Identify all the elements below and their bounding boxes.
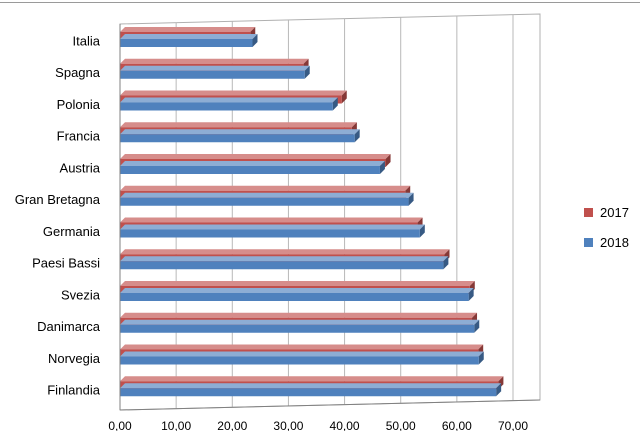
- bar-2018-finlandia: [120, 383, 502, 397]
- category-label: Svezia: [61, 287, 101, 302]
- x-axis-ticks: 0,00 10,00 20,00 30,00 40,00 50,00 60,00 70,00: [108, 419, 528, 431]
- bar-2018-norvegia: [120, 351, 484, 365]
- legend-label: 2017: [600, 205, 629, 220]
- x-tick-label: 40,00: [330, 419, 360, 431]
- category-label: Polonia: [57, 97, 101, 112]
- x-tick-label: 70,00: [498, 419, 528, 431]
- x-tick-label: 60,00: [442, 419, 472, 431]
- x-tick-label: 0,00: [108, 419, 132, 431]
- category-label: Italia: [73, 33, 101, 48]
- bar-2018-francia: [120, 129, 360, 143]
- category-label: Gran Bretagna: [15, 192, 101, 207]
- category-label: Paesi Bassi: [32, 256, 100, 271]
- x-tick-label: 50,00: [386, 419, 416, 431]
- bar-2018-paesi-bassi: [120, 256, 449, 270]
- gridlines: [175, 14, 514, 409]
- x-tick-label: 20,00: [217, 419, 247, 431]
- category-labels: Italia Spagna Polonia Francia Austria Gran Br…: [15, 33, 101, 397]
- category-label: Norvegia: [48, 351, 101, 366]
- legend-item-2017: 2017: [584, 205, 629, 220]
- category-label: Austria: [60, 160, 101, 175]
- category-label: Finlandia: [47, 383, 101, 398]
- bar-2018-italia: [120, 34, 258, 47]
- category-label: Spagna: [55, 65, 101, 80]
- category-label: Francia: [57, 129, 101, 144]
- x-axis-line: [119, 399, 541, 411]
- bar-2018-gran-bretagna: [120, 192, 414, 206]
- legend-swatch: [584, 208, 593, 217]
- legend-item-2018: 2018: [584, 235, 629, 250]
- x-tick-label: 30,00: [273, 419, 303, 431]
- bar-2018-danimarca: [120, 319, 480, 333]
- legend: 2017 2018: [584, 205, 629, 250]
- bar-2018-svezia: [120, 288, 474, 301]
- bar-2018-germania: [120, 224, 425, 238]
- bar-2018-austria: [120, 161, 385, 174]
- bar-2018-spagna: [120, 65, 310, 79]
- bar-2018-polonia: [120, 97, 338, 111]
- bars: [120, 27, 504, 397]
- x-tick-label: 10,00: [161, 419, 191, 431]
- legend-label: 2018: [600, 235, 629, 250]
- category-label: Germania: [43, 224, 101, 239]
- legend-swatch: [584, 238, 593, 247]
- category-label: Danimarca: [37, 319, 101, 334]
